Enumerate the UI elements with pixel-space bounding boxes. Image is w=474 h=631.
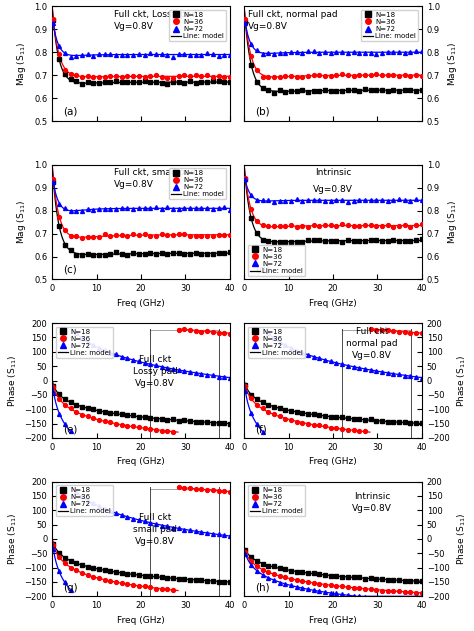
Legend: N=18, N=36, N=72, Line: model: N=18, N=36, N=72, Line: model	[169, 10, 227, 41]
Text: (f): (f)	[255, 424, 266, 434]
X-axis label: Freq (GHz): Freq (GHz)	[117, 299, 165, 308]
Text: Full ckt, normal pad
Vg=0.8V: Full ckt, normal pad Vg=0.8V	[247, 9, 337, 30]
Text: Intrinsic: Intrinsic	[315, 168, 351, 177]
Text: (a): (a)	[63, 106, 77, 116]
Y-axis label: Phase (S$_{11}$): Phase (S$_{11}$)	[455, 513, 467, 565]
Y-axis label: Mag (S$_{11}$): Mag (S$_{11}$)	[16, 200, 28, 244]
X-axis label: Freq (GHz): Freq (GHz)	[117, 616, 165, 625]
Legend: N=18, N=36, N=72, Line: model: N=18, N=36, N=72, Line: model	[169, 168, 227, 199]
Text: (d): (d)	[255, 264, 269, 274]
Text: Intrinsic
Vg=0.8V: Intrinsic Vg=0.8V	[352, 492, 392, 512]
Text: (h): (h)	[255, 582, 269, 593]
Text: Vg=0.8V: Vg=0.8V	[313, 186, 353, 194]
Text: (e): (e)	[63, 424, 77, 434]
Text: Full ckt, small pad
Vg=0.8V: Full ckt, small pad Vg=0.8V	[114, 168, 196, 189]
Text: (b): (b)	[255, 106, 269, 116]
Y-axis label: Mag (S$_{11}$): Mag (S$_{11}$)	[446, 200, 458, 244]
Text: Full ckt
normal pad
Vg=0.8V: Full ckt normal pad Vg=0.8V	[346, 327, 398, 360]
Legend: N=18, N=36, N=72, Line: model: N=18, N=36, N=72, Line: model	[361, 10, 419, 41]
Text: (g): (g)	[63, 582, 77, 593]
Legend: N=18, N=36, N=72, Line: model: N=18, N=36, N=72, Line: model	[247, 327, 305, 358]
Y-axis label: Mag (S$_{11}$): Mag (S$_{11}$)	[446, 42, 458, 86]
X-axis label: Freq (GHz): Freq (GHz)	[117, 457, 165, 466]
X-axis label: Freq (GHz): Freq (GHz)	[309, 616, 357, 625]
X-axis label: Freq (GHz): Freq (GHz)	[309, 457, 357, 466]
Y-axis label: Mag (S$_{11}$): Mag (S$_{11}$)	[16, 42, 28, 86]
Text: Full ckt
small pad
Vg=0.8V: Full ckt small pad Vg=0.8V	[133, 514, 177, 546]
Y-axis label: Phase (S$_{11}$): Phase (S$_{11}$)	[455, 355, 467, 406]
Text: Full ckt
Lossy pad
Vg=0.8V: Full ckt Lossy pad Vg=0.8V	[133, 355, 178, 387]
Y-axis label: Phase (S$_{11}$): Phase (S$_{11}$)	[7, 355, 19, 406]
Legend: N=18, N=36, N=72, Line: model: N=18, N=36, N=72, Line: model	[55, 485, 113, 516]
Legend: N=18, N=36, N=72, Line: model: N=18, N=36, N=72, Line: model	[247, 245, 305, 276]
X-axis label: Freq (GHz): Freq (GHz)	[309, 299, 357, 308]
Legend: N=18, N=36, N=72, Line: model: N=18, N=36, N=72, Line: model	[55, 327, 113, 358]
Legend: N=18, N=36, N=72, Line: model: N=18, N=36, N=72, Line: model	[247, 485, 305, 516]
Text: Full ckt, Lossy pad
Vg=0.8V: Full ckt, Lossy pad Vg=0.8V	[114, 9, 197, 30]
Y-axis label: Phase (S$_{11}$): Phase (S$_{11}$)	[7, 513, 19, 565]
Text: (c): (c)	[63, 264, 77, 274]
